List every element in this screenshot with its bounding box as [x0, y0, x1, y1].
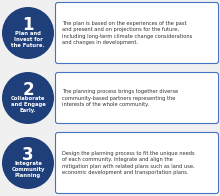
- Text: Plan and
Invest for
the Future.: Plan and Invest for the Future.: [11, 31, 45, 47]
- Text: The plan is based on the experiences of the past
and present and on projections : The plan is based on the experiences of …: [62, 21, 192, 45]
- Text: Integrate
Community
Planning: Integrate Community Planning: [11, 161, 45, 178]
- Text: 1: 1: [22, 16, 34, 34]
- Circle shape: [2, 72, 54, 124]
- Text: Design the planning process to fit the unique needs
of each community. Integrate: Design the planning process to fit the u…: [62, 151, 195, 175]
- Text: Collaborate
and Engage
Early.: Collaborate and Engage Early.: [11, 95, 46, 113]
- FancyBboxPatch shape: [55, 3, 218, 64]
- Text: 2: 2: [22, 81, 34, 99]
- Circle shape: [2, 7, 54, 59]
- Circle shape: [2, 137, 54, 189]
- FancyBboxPatch shape: [55, 73, 218, 123]
- Text: 3: 3: [22, 146, 34, 164]
- FancyBboxPatch shape: [55, 132, 218, 193]
- Text: The planning process brings together diverse
community-based partners representi: The planning process brings together div…: [62, 89, 178, 107]
